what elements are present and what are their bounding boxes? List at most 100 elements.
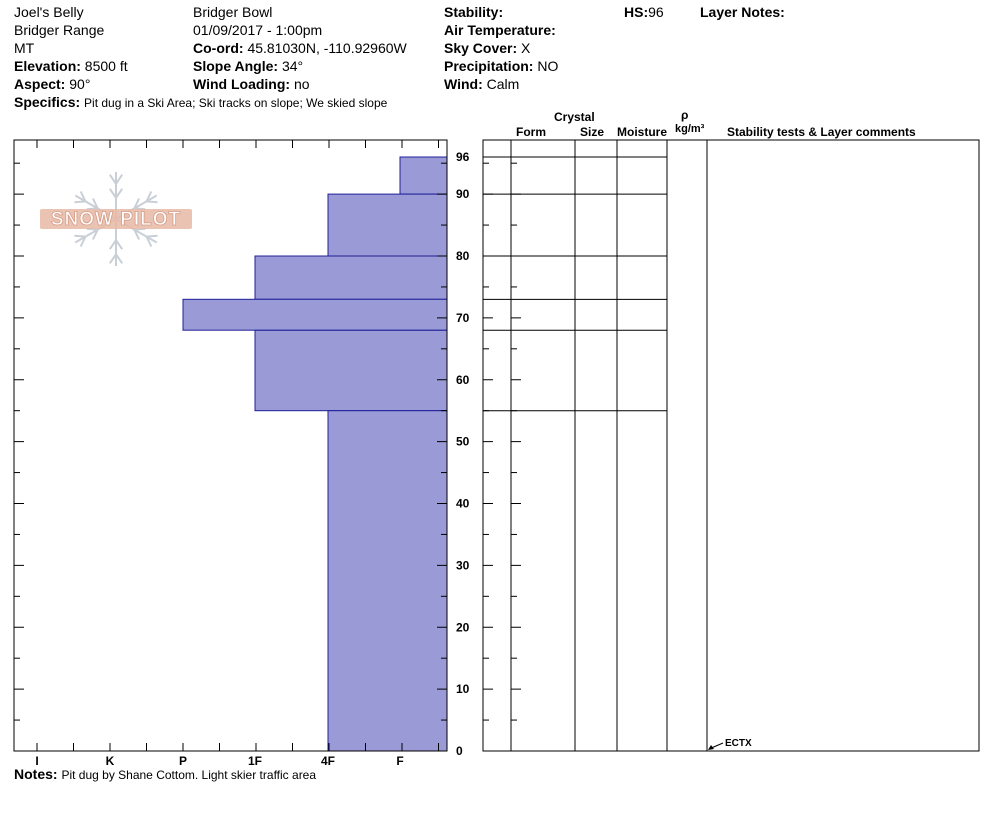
hardness-layer-bar [254, 255, 448, 300]
form-header: Form [516, 125, 546, 139]
sky-cover-label: Sky Cover: [444, 40, 518, 56]
stability-field: Stability: [444, 4, 503, 20]
wind-loading-value: no [293, 76, 310, 92]
sky-cover-field: Sky Cover: X [444, 40, 530, 56]
slope-angle-label: Slope Angle: [193, 58, 279, 74]
pit-name: Joel's Belly [14, 4, 84, 20]
precipitation-label: Precipitation: [444, 58, 534, 74]
wind-loading-field: Wind Loading: no [193, 76, 310, 92]
flake-branch [115, 188, 124, 199]
logo-band [40, 209, 192, 229]
logo-text: SNOW PILOT [51, 209, 181, 230]
depth-tick-label: 40 [456, 497, 470, 511]
chart-ticks: 0 10 20 30 40 50 60 70 80 90 96 I K P 1F 4F F [14, 140, 521, 768]
depth-tick-label: 70 [456, 311, 470, 325]
precipitation-value: NO [537, 58, 559, 74]
flake-branch [108, 174, 117, 185]
hardness-layer-bar [182, 298, 448, 331]
hardness-layer-bar [399, 156, 448, 195]
depth-tick-label: 80 [456, 249, 470, 263]
depth-tick-label: 96 [456, 150, 470, 164]
flake-branch [133, 229, 140, 240]
depth-tick-label: 60 [456, 373, 470, 387]
state: MT [14, 40, 35, 56]
stability-test-arrowhead [708, 745, 714, 750]
depth-tick-label: 30 [456, 558, 470, 572]
hardness-layers [182, 156, 448, 752]
flake-branch [145, 236, 153, 247]
air-temperature-field: Air Temperature: [444, 22, 556, 38]
hardness-tick-label: 1F [248, 754, 262, 768]
layer-table-frame [482, 139, 980, 752]
size-header: Size [580, 125, 605, 139]
hardness-layer-bar [327, 193, 448, 257]
elevation-field: Elevation: 8500 ft [14, 58, 128, 74]
flake-branch [92, 229, 99, 240]
stability-label: Stability: [444, 4, 504, 20]
notes-field: Notes: Pit dug by Shane Cottom. Light sk… [14, 766, 316, 783]
air-temperature-label: Air Temperature: [444, 22, 556, 38]
hardness-tick-label: K [106, 754, 115, 768]
depth-tick-label: 90 [456, 187, 470, 201]
density-unit-header: kg/m³ [675, 123, 705, 135]
moisture-header: Moisture [617, 125, 668, 139]
flake-branch [108, 239, 117, 250]
layer-grid [483, 156, 667, 412]
depth-tick-label: 50 [456, 435, 470, 449]
aspect-field: Aspect: 90° [14, 76, 90, 92]
wind-loading-label: Wind Loading: [193, 76, 291, 92]
wind-value: Calm [486, 76, 520, 92]
hardness-tick-label: F [396, 754, 403, 768]
snowflake-icon [74, 172, 158, 266]
stability-test-label: ECTX [725, 738, 752, 749]
flake-branch [74, 234, 86, 238]
aspect-value: 90° [69, 76, 91, 92]
slope-angle-value: 34° [281, 58, 304, 74]
hs-label: HS: [624, 4, 649, 20]
hs-value: 96 [648, 4, 664, 20]
date-time: 01/09/2017 - 1:00pm [193, 22, 323, 38]
coord-value: 45.81030N, -110.92960W [247, 40, 407, 56]
slope-angle-field: Slope Angle: 34° [193, 58, 303, 74]
hardness-layer-bar [327, 410, 448, 752]
layer-notes-field: Layer Notes: [700, 4, 785, 20]
hardness-plot-frame [13, 139, 448, 752]
notes-label: Notes: [14, 766, 58, 782]
hardness-tick-label: 4F [321, 754, 335, 768]
flake-branch [108, 188, 117, 199]
stability-annotations: ECTX [708, 738, 752, 750]
hs-field: HS:96 [624, 4, 664, 20]
elevation-value: 8500 ft [84, 58, 128, 74]
rho-header: ρ [681, 108, 689, 122]
flake-branch [145, 191, 153, 202]
hardness-tick-label: I [35, 754, 38, 768]
flake-branch [115, 239, 124, 250]
flake-branch [92, 198, 99, 209]
flake-branch [115, 174, 124, 185]
stability-comments-header: Stability tests & Layer comments [727, 125, 916, 139]
sky-cover-value: X [521, 40, 531, 56]
crystal-header: Crystal [554, 110, 595, 124]
location-name: Bridger Bowl [193, 4, 273, 20]
wind-field: Wind: Calm [444, 76, 519, 92]
flake-branch [74, 200, 86, 204]
specifics-value: Pit dug in a Ski Area; Ski tracks on slo… [84, 96, 388, 110]
depth-tick-label: 0 [456, 744, 463, 758]
flake-branch [146, 234, 158, 238]
chart-frames [13, 139, 980, 752]
flake-branch [146, 200, 158, 204]
notes-value: Pit dug by Shane Cottom. Light skier tra… [61, 768, 317, 782]
aspect-label: Aspect: [14, 76, 66, 92]
specifics-field: Specifics: Pit dug in a Ski Area; Ski tr… [14, 94, 387, 111]
wind-label: Wind: [444, 76, 483, 92]
flake-branch [79, 191, 87, 202]
flake-branch [133, 198, 140, 209]
depth-tick-label: 20 [456, 620, 470, 634]
range-name: Bridger Range [14, 22, 105, 38]
coord-field: Co-ord: 45.81030N, -110.92960W [193, 40, 407, 56]
flake-branch [79, 236, 87, 247]
hardness-tick-label: P [179, 754, 187, 768]
coord-label: Co-ord: [193, 40, 244, 56]
flake-branch [108, 253, 117, 264]
